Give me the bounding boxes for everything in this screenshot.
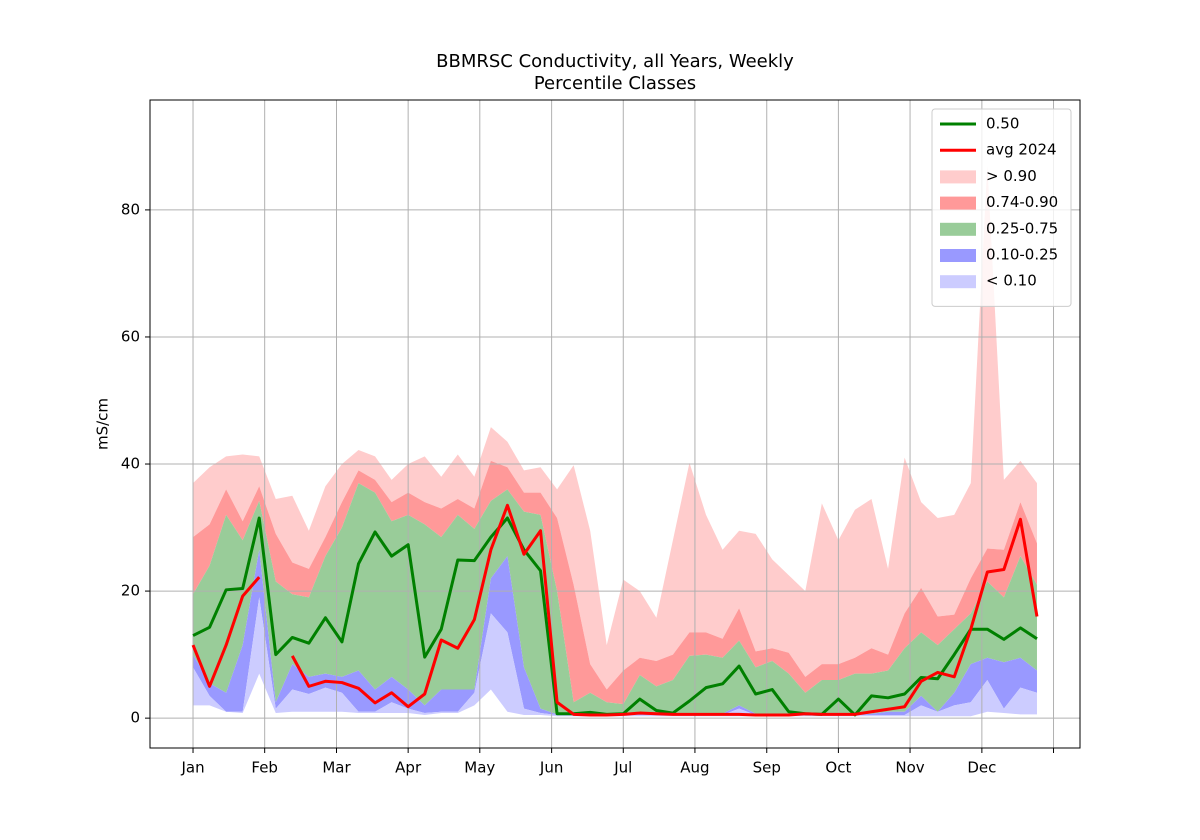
legend-label: avg 2024	[986, 141, 1057, 159]
x-tick-label: Sep	[753, 759, 781, 777]
legend-swatch	[940, 249, 976, 262]
x-tick-label: Apr	[395, 759, 422, 777]
x-tick-label: Aug	[680, 759, 709, 777]
x-tick-label: Dec	[967, 759, 996, 777]
band-area	[193, 483, 1037, 715]
y-tick-label: 80	[121, 200, 140, 218]
grid	[150, 100, 1080, 748]
y-tick-label: 0	[130, 709, 140, 727]
y-axis-label: mS/cm	[94, 398, 112, 450]
legend-label: 0.74-0.90	[986, 193, 1058, 211]
y-tick-label: 60	[121, 327, 140, 345]
x-tick-label: Nov	[895, 759, 924, 777]
legend-swatch	[940, 170, 976, 184]
series-line	[191, 503, 1039, 717]
legend-label: > 0.90	[986, 167, 1037, 185]
chart-title: BBMRSC Conductivity, all Years, Weekly	[436, 51, 794, 72]
x-tick-label: Jul	[613, 759, 632, 777]
y-tick-label: 20	[121, 582, 140, 600]
band-area	[193, 549, 1037, 715]
legend-swatch	[940, 275, 976, 289]
y-tick-label: 40	[121, 455, 140, 473]
band-area	[193, 165, 1037, 690]
lines	[191, 503, 1039, 717]
legend-label: 0.50	[986, 115, 1019, 133]
x-tick-label: Jan	[180, 759, 204, 777]
legend-label: 0.25-0.75	[986, 219, 1058, 237]
plot-frame	[149, 99, 1081, 749]
legend-swatch	[940, 196, 976, 210]
x-tick-label: Jun	[539, 759, 563, 777]
legend-label: < 0.10	[986, 272, 1037, 290]
x-tick-label: Oct	[825, 759, 851, 777]
chart-subtitle: Percentile Classes	[534, 73, 696, 94]
x-tick-label: May	[464, 759, 495, 777]
legend-label: 0.10-0.25	[986, 246, 1058, 264]
legend: 0.50 avg 2024 > 0.90 0.74-0.90 0.25-0.75 0.10…	[931, 108, 1072, 307]
axes: 0 20 40 60 80 Jan Feb Mar Apr May Jun Jul Aug Sep Oct N…	[121, 200, 1055, 777]
bands	[193, 165, 1037, 717]
legend-swatch	[940, 222, 976, 236]
x-tick-label: Mar	[322, 759, 351, 777]
x-tick-label: Feb	[251, 759, 278, 777]
